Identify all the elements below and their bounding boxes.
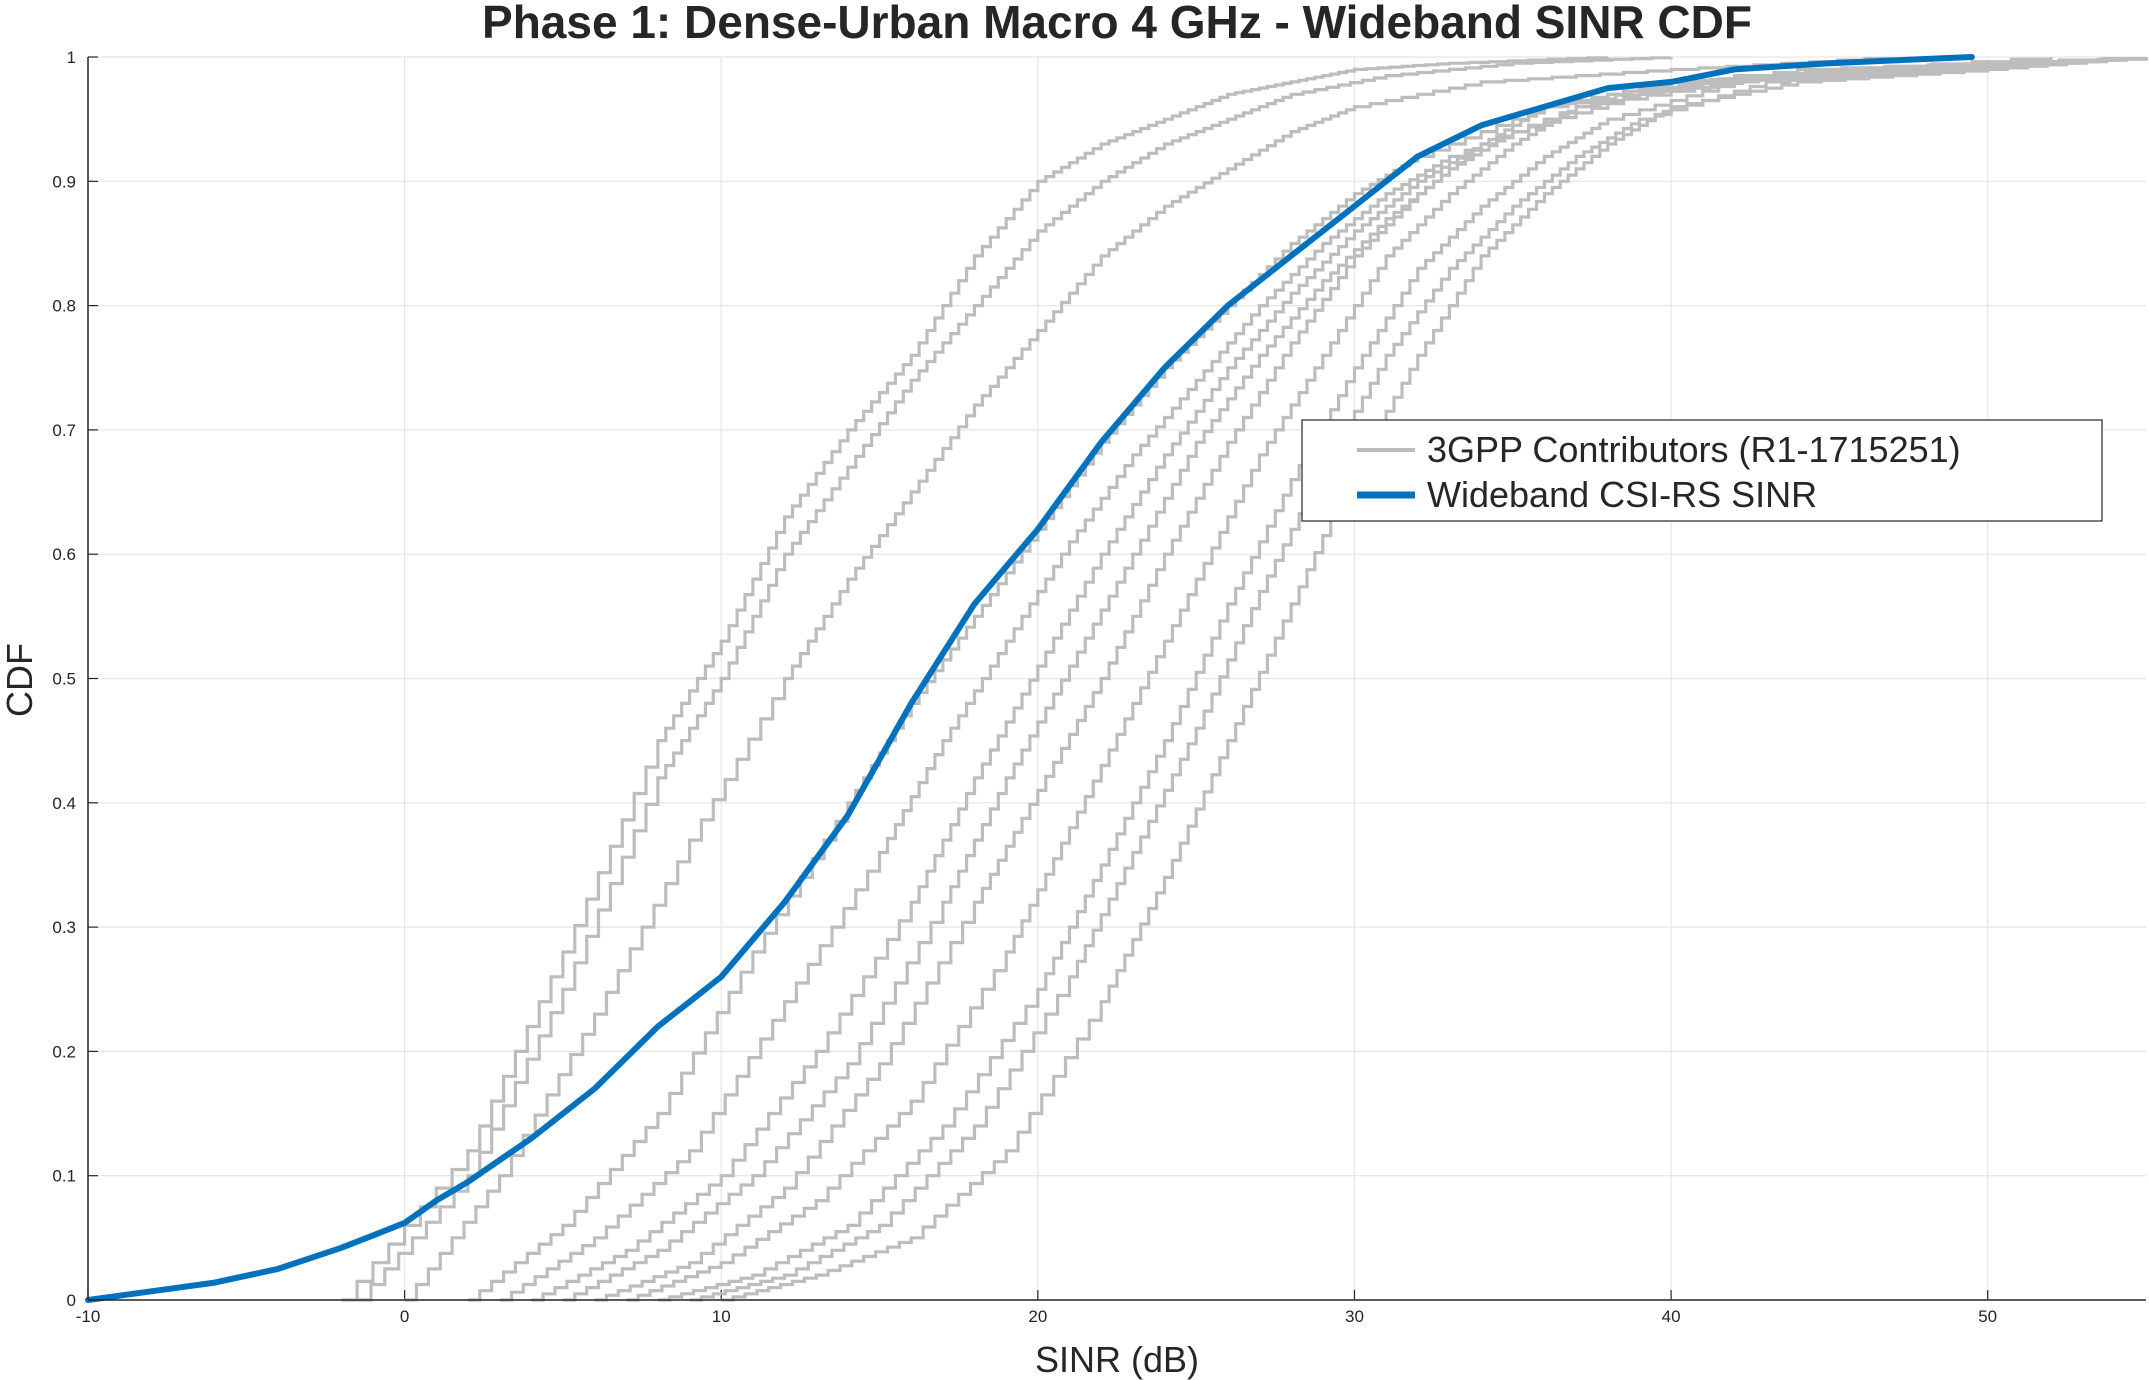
contributor-curve [341,56,1610,1302]
x-tick-label: -10 [76,1307,101,1326]
y-axis-title: CDF [0,643,40,717]
y-tick-label: 0 [67,1291,76,1310]
x-tick-labels: -10 0 10 20 30 40 50 [76,1307,1997,1326]
contributor-curve [404,57,1895,1302]
wideband-series [85,54,1975,1303]
legend-label-wideband: Wideband CSI-RS SINR [1427,474,1817,515]
x-tick-label: 30 [1345,1307,1364,1326]
y-tick-label: 0.9 [52,172,76,191]
y-tick-label: 0.4 [52,794,76,813]
contributor-curve [594,57,2148,1302]
y-tick-labels: 0 0.1 0.2 0.3 0.4 0.5 0.6 0.7 0.8 0.9 1 [52,48,76,1310]
y-tick-label: 0.6 [52,545,76,564]
y-tick-label: 0.1 [52,1167,76,1186]
y-tick-label: 0.2 [52,1042,76,1061]
contributor-curve [626,57,2148,1302]
legend-label-contributors: 3GPP Contributors (R1-1715251) [1427,429,1961,470]
y-tick-label: 0.7 [52,421,76,440]
x-tick-label: 40 [1662,1307,1681,1326]
y-tick-label: 0.8 [52,297,76,316]
chart-title: Phase 1: Dense-Urban Macro 4 GHz - Wideb… [482,0,1752,48]
contributor-curve [357,56,1673,1302]
x-tick-label: 20 [1028,1307,1047,1326]
legend: 3GPP Contributors (R1-1715251) Wideband … [1301,419,2103,522]
y-tick-label: 0.5 [52,670,76,689]
x-axis-title: SINR (dB) [1035,1339,1199,1380]
wideband-cdf-line [85,54,1975,1303]
x-tick-label: 0 [400,1307,409,1326]
axes [87,57,2146,1301]
x-tick-label: 10 [712,1307,731,1326]
y-tick-label: 0.3 [52,918,76,937]
legend-box [1301,419,2103,522]
contributor-curve [657,57,2148,1302]
y-tick-label: 1 [67,48,76,67]
x-tick-label: 50 [1978,1307,1997,1326]
